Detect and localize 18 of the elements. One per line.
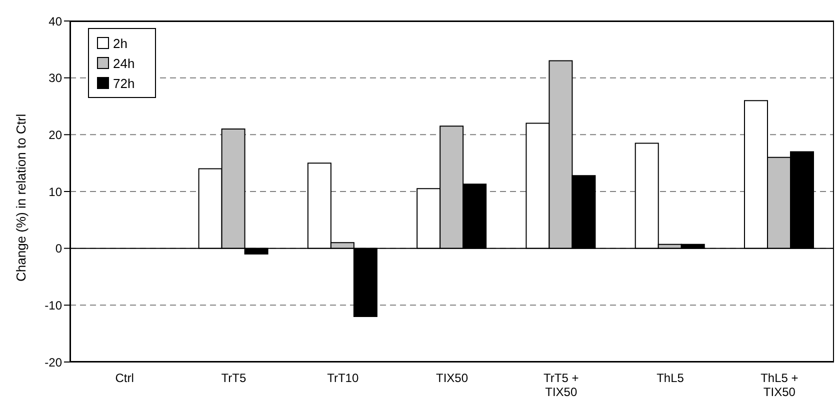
y-tick-label: 10: [48, 184, 62, 199]
y-tick-label: -10: [44, 298, 62, 312]
x-tick-label: TIX50: [436, 371, 468, 385]
x-tick-label: TrT10: [327, 371, 359, 385]
legend-label: 72h: [113, 76, 135, 90]
x-tick-label: TrT5: [221, 371, 246, 385]
y-tick-label: 0: [55, 242, 62, 256]
y-tick-label: 20: [48, 128, 62, 142]
x-tick-label: ThL5: [656, 371, 684, 385]
x-tick-label: ThL5 + TIX50: [760, 371, 798, 399]
x-tick-label: TrT5 + TIX50: [544, 371, 579, 399]
x-tick-label: Ctrl: [115, 371, 134, 385]
legend-label: 24h: [113, 56, 135, 70]
y-tick-label: -20: [44, 355, 62, 370]
y-tick-label: 30: [48, 71, 62, 86]
legend-label: 2h: [113, 36, 128, 50]
y-axis-title: Change (%) in relation to Ctrl: [14, 114, 29, 282]
y-tick-label: 40: [48, 14, 62, 28]
